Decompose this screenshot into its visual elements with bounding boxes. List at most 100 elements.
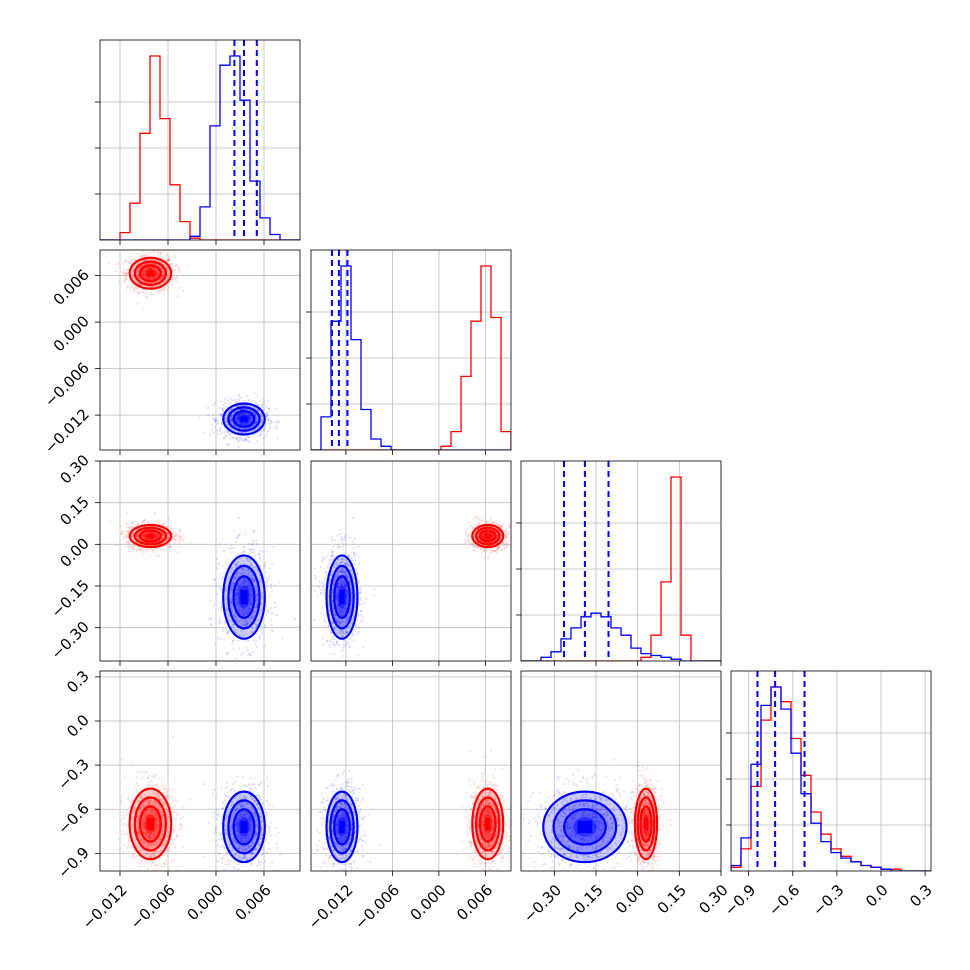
scatter-point <box>343 571 347 574</box>
scatter-point <box>321 556 324 559</box>
scatter-point <box>233 615 236 618</box>
scatter-point <box>148 266 151 270</box>
scatter-point <box>169 526 172 529</box>
scatter-point <box>137 547 141 550</box>
scatter-point <box>172 530 175 533</box>
scatter-point <box>143 284 146 288</box>
scatter-point <box>236 416 239 419</box>
scatter-point <box>156 535 159 538</box>
scatter-point <box>235 571 238 574</box>
scatter-point <box>266 430 269 433</box>
scatter-point <box>350 569 353 572</box>
scatter-point <box>354 629 357 632</box>
scatter-point <box>482 535 485 538</box>
scatter-point <box>159 288 162 291</box>
scatter-point <box>155 533 158 536</box>
scatter-point <box>251 578 254 581</box>
scatter-point <box>270 629 273 632</box>
scatter-point <box>170 527 173 530</box>
scatter-point <box>342 621 345 624</box>
scatter-point <box>167 285 170 289</box>
scatter-point <box>231 581 234 585</box>
scatter-point <box>243 551 246 554</box>
scatter-point <box>182 537 186 540</box>
scatter-point <box>166 267 169 270</box>
scatter-point <box>166 525 169 528</box>
scatter-point <box>154 275 157 278</box>
scatter-point <box>218 620 221 623</box>
scatter-point <box>245 581 248 584</box>
scatter-point <box>251 615 254 618</box>
scatter-point <box>126 278 129 281</box>
scatter-point <box>255 606 258 609</box>
contour-halo <box>470 522 506 550</box>
scatter-point <box>244 421 248 424</box>
scatter-point <box>162 274 165 277</box>
scatter-point <box>238 586 241 589</box>
scatter-point <box>148 537 151 540</box>
scatter-point <box>251 650 254 654</box>
scatter-point <box>247 439 250 443</box>
scatter-point <box>339 605 342 608</box>
scatter-point <box>245 422 249 425</box>
scatter-point <box>492 549 495 552</box>
scatter-point <box>136 272 139 276</box>
scatter-point <box>347 553 350 556</box>
scatter-point <box>141 534 144 537</box>
scatter-point <box>342 646 345 649</box>
scatter-point <box>162 536 165 539</box>
scatter-point <box>238 408 241 411</box>
scatter-point <box>273 606 277 609</box>
scatter-point <box>260 603 263 606</box>
scatter-point <box>161 262 164 265</box>
scatter-point <box>249 588 252 591</box>
scatter-point <box>268 407 271 410</box>
scatter-point <box>233 411 236 414</box>
scatter-point <box>352 634 355 637</box>
panel-content <box>313 515 511 658</box>
scatter-point <box>244 533 247 536</box>
scatter-point <box>243 563 246 566</box>
scatter-point <box>335 620 338 623</box>
scatter-point <box>477 522 481 525</box>
scatter-point <box>136 535 139 538</box>
scatter-point <box>146 253 149 256</box>
scatter-point <box>147 521 150 524</box>
scatter-point <box>248 582 251 585</box>
scatter-point <box>137 275 140 278</box>
scatter-point <box>148 268 151 271</box>
scatter-point <box>343 585 347 588</box>
scatter-point <box>341 606 344 609</box>
scatter-point <box>126 530 129 533</box>
scatter-point <box>213 578 216 582</box>
scatter-point <box>244 414 247 417</box>
scatter-point <box>241 439 244 442</box>
scatter-point <box>159 278 162 281</box>
scatter-point <box>162 255 165 258</box>
scatter-point <box>235 437 238 440</box>
scatter-point <box>148 268 151 271</box>
scatter-point <box>159 253 162 256</box>
scatter-point <box>237 422 240 425</box>
contour-line-2 <box>138 264 162 283</box>
scatter-point <box>274 407 277 410</box>
scatter-point <box>128 544 131 547</box>
scatter-point <box>173 256 176 259</box>
scatter-point <box>352 552 355 555</box>
scatter-point <box>213 401 216 404</box>
scatter-point <box>217 622 221 625</box>
scatter-point <box>233 424 236 427</box>
scatter-point <box>505 529 508 532</box>
scatter-point <box>222 403 225 406</box>
scatter-point <box>244 624 247 627</box>
scatter-point <box>256 593 259 596</box>
scatter-point <box>245 422 248 425</box>
scatter-point <box>250 603 253 606</box>
scatter-point <box>241 581 245 584</box>
scatter-point <box>488 538 491 541</box>
scatter-point <box>223 549 226 552</box>
scatter-point <box>125 536 128 539</box>
scatter-point <box>234 566 237 569</box>
scatter-point <box>207 414 210 417</box>
scatter-point <box>294 617 297 621</box>
